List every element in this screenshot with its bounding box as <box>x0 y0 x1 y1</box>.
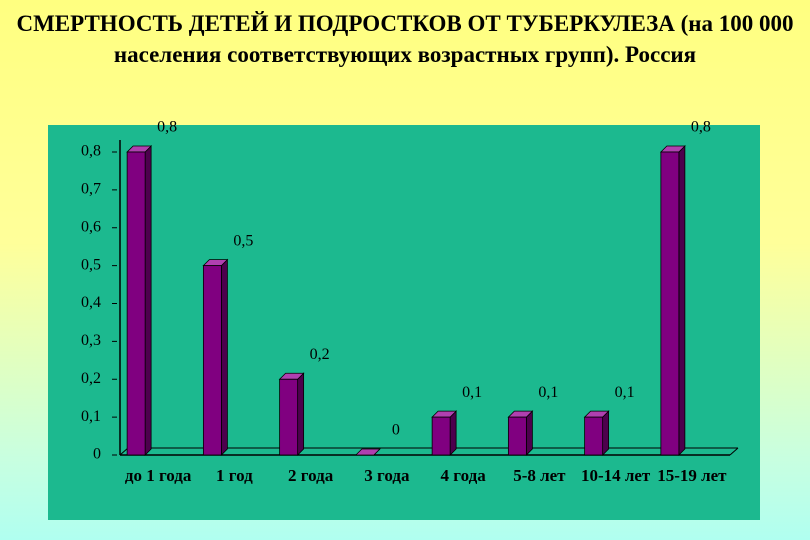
chart-title: СМЕРТНОСТЬ ДЕТЕЙ И ПОДРОСТКОВ ОТ ТУБЕРКУ… <box>16 11 794 67</box>
y-tick-label: 0,4 <box>81 294 101 311</box>
bar-front <box>660 151 680 456</box>
bar-side <box>144 145 152 456</box>
bar-side <box>678 145 686 456</box>
plot-panel <box>48 125 760 520</box>
x-tick-label: 1 год <box>216 466 253 485</box>
bar <box>583 410 610 456</box>
y-tick-label: 0,1 <box>81 408 101 425</box>
y-tick-label: 0,7 <box>81 181 101 198</box>
y-tick-label: 0,8 <box>81 143 101 160</box>
floor-edge <box>729 447 739 456</box>
y-tick-label: 0,5 <box>81 256 101 273</box>
value-label: 0,2 <box>310 346 330 363</box>
x-tick-label: 3 года <box>364 466 410 485</box>
bar <box>202 258 229 456</box>
floor-edge <box>119 447 129 456</box>
x-tick-label: 2 года <box>288 466 334 485</box>
bar-front <box>507 416 527 456</box>
bar-side <box>525 410 533 456</box>
bar-side <box>449 410 457 456</box>
x-tick-label: 4 года <box>440 466 486 485</box>
bar-side <box>220 258 228 456</box>
y-tick-label: 0,2 <box>81 370 101 387</box>
x-tick-label: 15-19 лет <box>657 466 727 485</box>
y-tick-label: 0,6 <box>81 218 101 235</box>
value-label: 0,1 <box>462 384 482 401</box>
value-label: 0,5 <box>233 232 253 249</box>
bar-side <box>297 372 305 456</box>
bar <box>431 410 458 456</box>
bar <box>126 145 153 456</box>
bar-side <box>602 410 610 456</box>
x-tick-label: до 1 года <box>124 466 192 485</box>
bar <box>354 448 381 456</box>
bar <box>659 145 686 456</box>
bar-front <box>584 416 604 456</box>
bar-front <box>431 416 451 456</box>
x-tick-label: 5-8 лет <box>513 466 566 485</box>
x-tick-label: 10-14 лет <box>580 466 651 485</box>
y-tick-label: 0 <box>93 446 101 463</box>
value-label: 0,8 <box>691 119 711 136</box>
value-label: 0 <box>392 422 400 439</box>
bar <box>278 372 305 456</box>
bar-front <box>202 265 222 456</box>
bar-top <box>354 448 381 456</box>
value-label: 0,1 <box>615 384 635 401</box>
value-label: 0,1 <box>538 384 558 401</box>
bar <box>507 410 534 456</box>
value-label: 0,8 <box>157 119 177 136</box>
bar-front <box>279 378 299 456</box>
bar-front <box>126 151 146 456</box>
y-tick-label: 0,3 <box>81 332 101 349</box>
